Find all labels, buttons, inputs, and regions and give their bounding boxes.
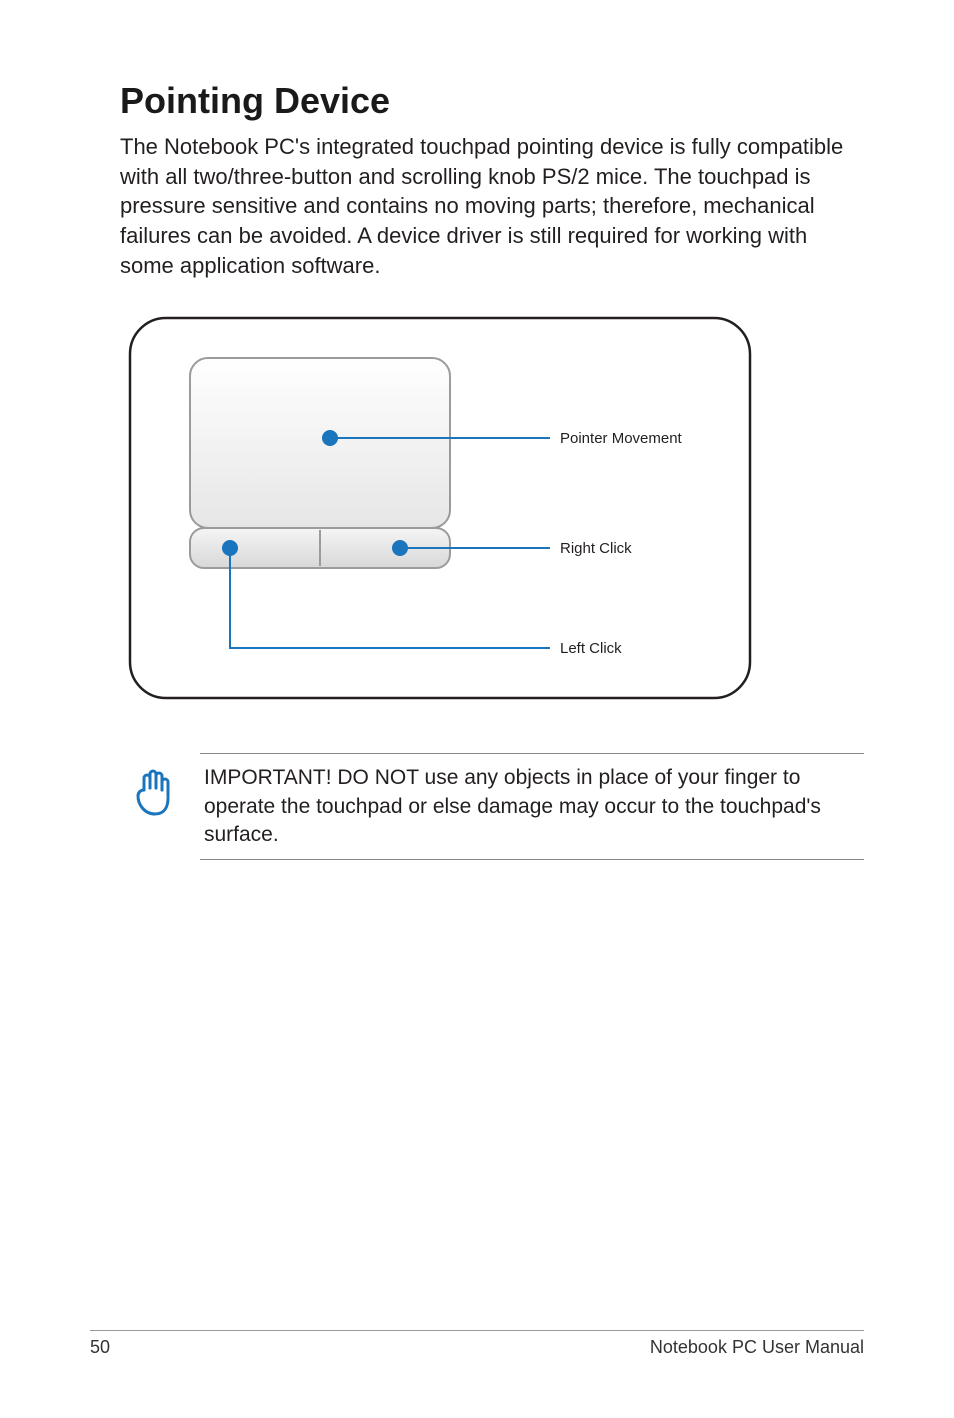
note-rule-top [200, 753, 864, 754]
note-rule-bottom [200, 859, 864, 860]
pointer-dot [322, 430, 338, 446]
hand-stop-icon [130, 764, 180, 820]
left-click-dot [222, 540, 238, 556]
page-heading: Pointing Device [120, 80, 864, 122]
important-note: IMPORTANT! DO NOT use any objects in pla… [120, 753, 864, 860]
page: Pointing Device The Notebook PC's integr… [0, 0, 954, 1418]
left-click-label: Left Click [560, 640, 622, 657]
doc-title: Notebook PC User Manual [650, 1337, 864, 1358]
right-click-label: Right Click [560, 540, 632, 557]
touchpad-diagram: Pointer Movement Right Click Left Click [120, 308, 864, 713]
intro-paragraph: The Notebook PC's integrated touchpad po… [120, 132, 864, 280]
touchpad-diagram-svg: Pointer Movement Right Click Left Click [120, 308, 760, 708]
pointer-movement-label: Pointer Movement [560, 430, 683, 447]
right-click-dot [392, 540, 408, 556]
page-footer: 50 Notebook PC User Manual [90, 1330, 864, 1358]
note-text: IMPORTANT! DO NOT use any objects in pla… [204, 764, 864, 849]
page-number: 50 [90, 1337, 110, 1358]
touchpad-surface [190, 358, 450, 528]
